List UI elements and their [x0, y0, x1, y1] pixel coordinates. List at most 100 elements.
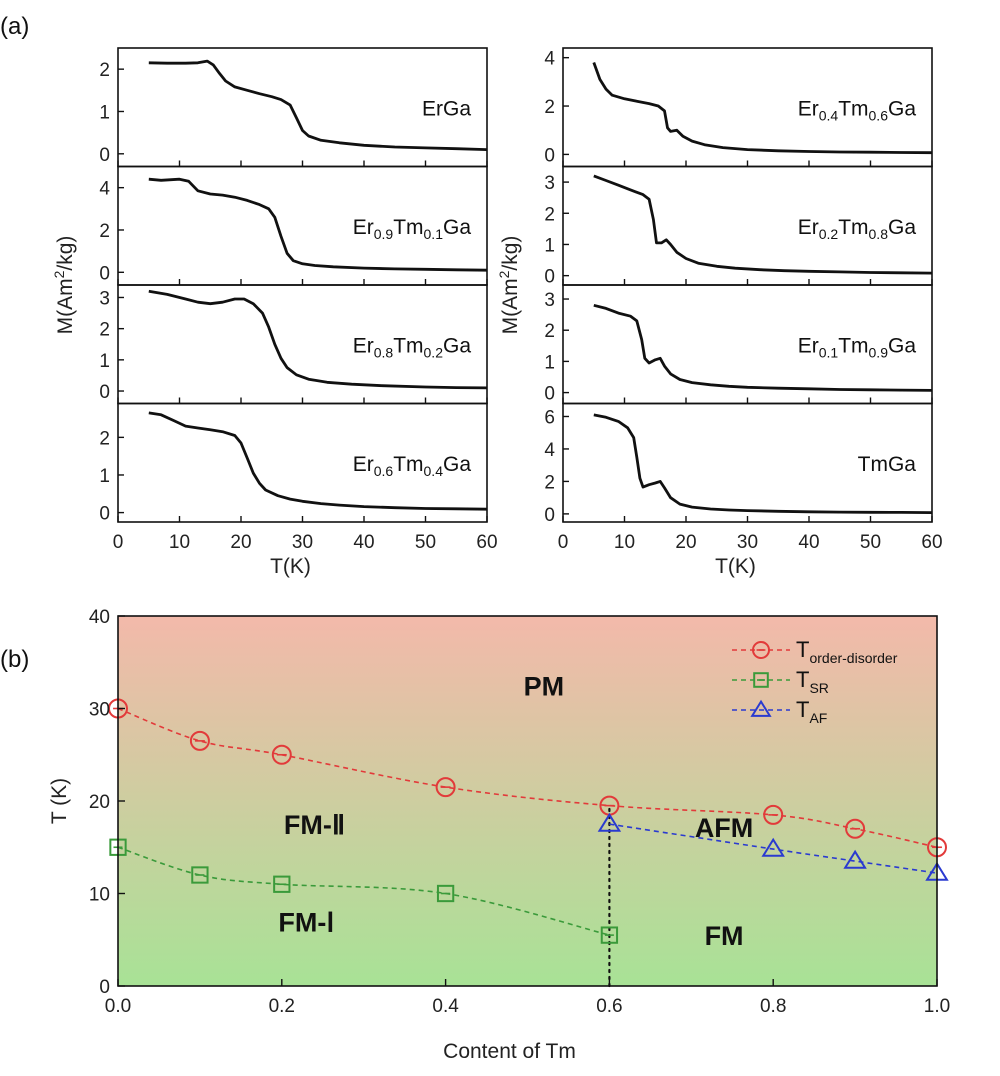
y-tick-label: 4 — [544, 440, 555, 461]
data-point-circle — [763, 804, 784, 825]
sample-label-part: Tm — [393, 216, 423, 239]
y-tick-label: 0 — [544, 505, 555, 526]
y-tick-label: 2 — [544, 321, 555, 342]
legend-entry-subscript: AF — [809, 710, 827, 726]
data-point-circle — [189, 730, 210, 751]
y-tick-label: 3 — [544, 290, 555, 311]
y-tick-label: 1 — [99, 466, 110, 487]
y-tick-label: 3 — [544, 173, 555, 194]
region-label: AFM — [695, 813, 753, 843]
sample-label-part: Er — [798, 97, 819, 120]
magnetization-curve — [148, 177, 488, 272]
sample-label: Er0.1Tm0.9Ga — [798, 334, 917, 360]
y-tick-label: 40 — [89, 607, 110, 628]
sample-label-subscript: 0.2 — [819, 226, 839, 242]
sample-label-part: Er — [798, 216, 819, 239]
y-axis-label: M(Am2/kg) — [496, 236, 522, 335]
sample-label-part: Er — [798, 334, 819, 357]
y-tick-label: 2 — [99, 320, 110, 341]
y-axis-label-part: /kg) — [499, 236, 522, 271]
x-tick-label: 0 — [113, 532, 124, 553]
y-axis-label-superscript: 2 — [496, 270, 512, 278]
legend-marker-circle — [752, 641, 770, 659]
sample-label-part: Ga — [888, 97, 916, 120]
y-tick-label: 0 — [544, 384, 555, 405]
sample-label-subscript: 0.2 — [424, 344, 444, 360]
sample-label-subscript: 0.1 — [819, 344, 839, 360]
sample-label-subscript: 0.6 — [374, 463, 394, 479]
y-tick-label: 3 — [99, 288, 110, 309]
sample-label-subscript: 0.4 — [424, 463, 444, 479]
legend-entry: TSR — [796, 667, 829, 696]
magnetization-curve — [593, 303, 933, 392]
x-tick-label: 60 — [921, 532, 942, 553]
x-axis-label: T(K) — [270, 555, 311, 578]
x-axis-label: Content of Tm — [443, 1040, 576, 1063]
x-tick-label: 0 — [558, 532, 569, 553]
y-tick-label: 20 — [89, 792, 110, 813]
subplot-left-2: 0 1 2 3 Er0.8Tm0.2Ga — [99, 284, 488, 405]
data-point-square — [191, 866, 209, 884]
panel-label-b: (b) — [0, 646, 29, 673]
data-point-circle — [435, 777, 456, 798]
y-tick-label: 2 — [99, 60, 110, 81]
subplot-left-1: 0 2 4 Er0.9Tm0.1Ga — [99, 165, 488, 286]
data-point-square — [273, 875, 291, 893]
y-tick-label: 0 — [99, 382, 110, 403]
region-label: FM-Ⅱ — [284, 810, 345, 840]
panel-a: 012ErGa024Er0.9Tm0.1Ga0123Er0.8Tm0.2Ga01… — [51, 47, 943, 578]
sample-label: Er0.9Tm0.1Ga — [353, 216, 472, 242]
x-tick-label: 0.0 — [105, 996, 131, 1017]
sample-label-part: Er — [353, 216, 374, 239]
x-tick-label: 20 — [675, 532, 696, 553]
sample-label-subscript: 0.9 — [374, 226, 394, 242]
legend-marker-triangle — [750, 699, 772, 717]
data-point-triangle — [761, 837, 785, 857]
legend-entry: TAF — [796, 697, 827, 726]
sample-label-subscript: 0.9 — [869, 344, 889, 360]
magnetization-curve — [593, 174, 933, 275]
data-point-circle — [271, 744, 292, 765]
region-label: FM — [705, 921, 744, 951]
y-tick-label: 0 — [99, 504, 110, 525]
y-tick-label: 10 — [89, 885, 110, 906]
sample-label: Er0.2Tm0.8Ga — [798, 216, 917, 242]
x-tick-label: 60 — [476, 532, 497, 553]
magnetization-curve — [592, 62, 933, 155]
sample-label-subscript: 0.1 — [424, 226, 444, 242]
y-tick-label: 1 — [99, 102, 110, 123]
sample-label-subscript: 0.6 — [869, 107, 889, 123]
panel-label-a: (a) — [0, 13, 29, 40]
x-tick-label: 0.4 — [432, 996, 459, 1017]
legend-marker-square — [753, 672, 769, 688]
series-line — [117, 707, 938, 849]
legend-entry: Torder-disorder — [796, 637, 898, 666]
sample-label: ErGa — [422, 97, 471, 120]
subplot-right-1: 0 1 2 3 Er0.2Tm0.8Ga — [544, 165, 933, 288]
y-axis-label: M(Am2/kg) — [51, 236, 77, 335]
sample-label-part: Tm — [838, 216, 868, 239]
sample-label: Er0.6Tm0.4Ga — [353, 453, 472, 479]
y-tick-label: 0 — [544, 267, 555, 288]
x-axis-label: T(K) — [715, 555, 756, 578]
data-point-square — [436, 884, 455, 903]
series-line — [609, 823, 938, 874]
sample-label-part: Tm — [838, 97, 868, 120]
sample-label-subscript: 0.4 — [819, 107, 839, 123]
subplot-right-2: 0 1 2 3 Er0.1Tm0.9Ga — [544, 284, 933, 405]
sample-label-part: ErGa — [422, 97, 471, 120]
data-point-triangle — [597, 812, 622, 832]
sample-label-part: Tm — [393, 334, 423, 357]
sample-label: Er0.8Tm0.2Ga — [353, 334, 472, 360]
sample-label: TmGa — [858, 453, 917, 476]
y-tick-label: 2 — [544, 204, 555, 225]
legend-entry-subscript: SR — [809, 680, 828, 696]
series-order-disorder — [108, 698, 947, 858]
data-point-circle — [845, 818, 866, 839]
magnetization-curve — [148, 289, 488, 390]
sample-label-part: TmGa — [858, 453, 917, 476]
x-tick-label: 10 — [169, 532, 190, 553]
x-tick-label: 40 — [353, 532, 374, 553]
